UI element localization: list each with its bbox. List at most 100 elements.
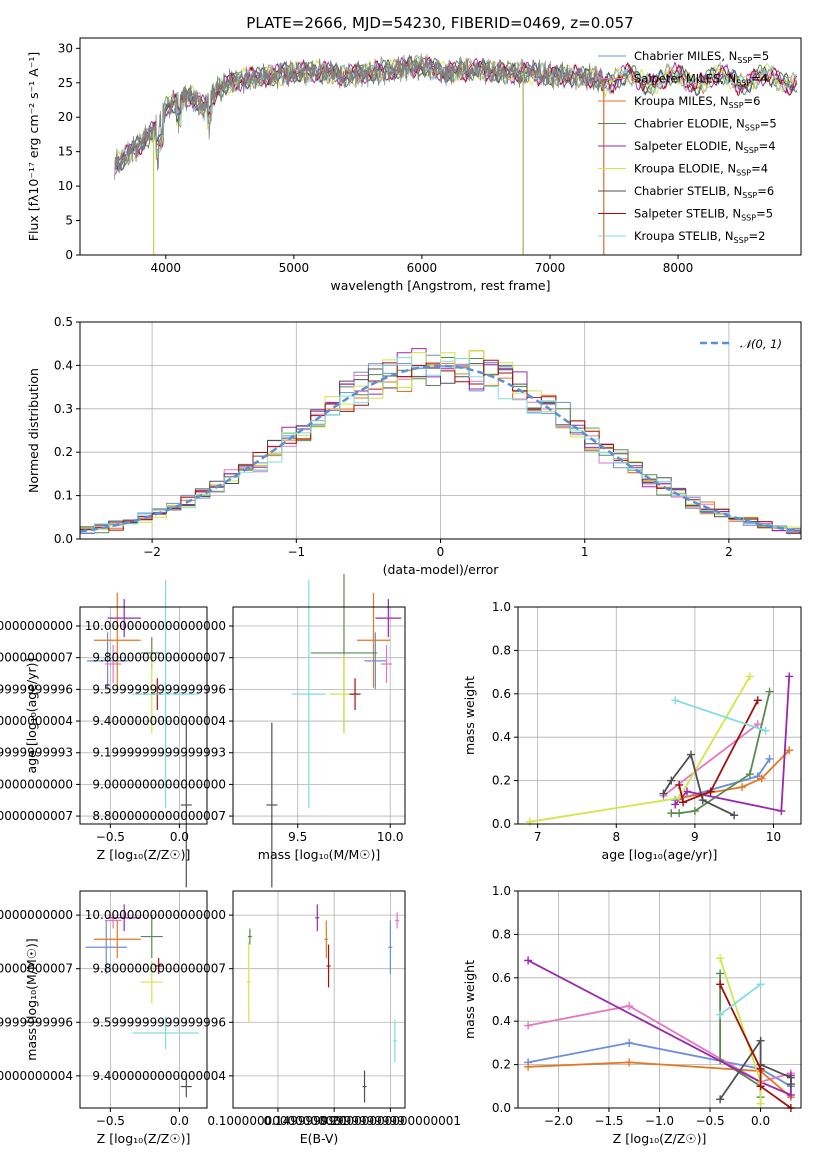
- panel-mass-vs-ebv: 0.100000000000000010.149999999999999990.…: [85, 890, 461, 1146]
- point-chabrier-elodie: [247, 928, 252, 945]
- y-tick-label: 9.4000000000000004: [0, 714, 73, 728]
- point-chabrier-stelib: [362, 1070, 367, 1103]
- y-tick-label: 9.8000000000000007: [0, 962, 73, 976]
- axes-frame: [79, 37, 802, 256]
- y-tick-label: 5: [65, 214, 73, 228]
- y-tick-label: 9.5999999999999996: [92, 682, 226, 696]
- y-tick-label: 9.4000000000000004: [92, 1069, 226, 1083]
- axes-frame: [232, 890, 406, 1109]
- point-kroupa-stelib: [292, 580, 326, 809]
- x-tick-label: 7000: [535, 261, 566, 275]
- axes-frame: [232, 606, 406, 825]
- y-tick-label: 9.4000000000000004: [0, 1069, 73, 1083]
- plot-area: [85, 904, 199, 1098]
- legend-label-gaussian: 𝒩(0, 1): [740, 337, 782, 351]
- y-tick-label: 10.0000000000000000: [85, 619, 226, 633]
- y-axis-label: mass [log₁₀(M/M☉)]: [24, 938, 39, 1060]
- y-axis-label: mass weight: [462, 676, 477, 755]
- point-chabrier-stelib: [266, 722, 278, 888]
- panel-age-vs-mass: 9.5 10.0 8.8000000000000007 9.0000000000000…: [85, 573, 406, 888]
- point-kroupa-stelib: [132, 1016, 199, 1050]
- point-kroupa-miles: [93, 920, 141, 958]
- axes-frame: [517, 890, 802, 1109]
- y-tick-label: 1.0: [492, 600, 511, 614]
- y-tick-label: 9.0000000000000000: [92, 777, 226, 791]
- x-tick-label: 0.0: [170, 830, 189, 844]
- x-tick-label: −1: [287, 545, 305, 559]
- plot-area: [246, 904, 400, 1103]
- series-kroupa-elodie: [525, 672, 754, 826]
- x-tick-label: −2: [143, 545, 161, 559]
- panel-weight-vs-age: 7 8 9 10 0.0 0.2 0.4 0.6 0.8 1.0 age [log₁₀(age/yr…: [462, 600, 802, 862]
- series-kroupa-stelib: [716, 980, 765, 1019]
- point-salpeter-miles: [395, 912, 400, 929]
- y-tick-label: 30: [58, 41, 73, 55]
- y-tick-label: 0.5: [54, 315, 73, 329]
- y-tick-label: 0.2: [492, 1058, 511, 1072]
- point-salpeter-miles: [380, 645, 393, 684]
- axes-frame: [517, 606, 802, 825]
- x-axis-label: wavelength [Angstrom, rest frame]: [330, 278, 550, 293]
- y-tick-label: 9.8000000000000007: [92, 962, 226, 976]
- x-tick-label: 0.20000000000000001: [320, 1114, 461, 1128]
- y-tick-label: 8.8000000000000007: [0, 809, 73, 823]
- x-tick-label: 0: [437, 545, 445, 559]
- x-tick-label: 9: [691, 830, 699, 844]
- y-tick-label: 9.5999999999999996: [92, 1015, 226, 1029]
- legend-label-salpeter-elodie: Salpeter ELODIE, NSSP=4: [634, 139, 776, 155]
- point-salpeter-miles: [104, 912, 122, 929]
- series-chabrier-stelib: [716, 1036, 795, 1104]
- point-kroupa-miles: [324, 920, 329, 958]
- panel-age-vs-Z: −0.5 0.0 8.8000000000000007 9.0000000000000…: [0, 580, 208, 888]
- x-tick-label: 6000: [407, 261, 438, 275]
- x-tick-label: −0.5: [96, 1114, 125, 1128]
- x-tick-label: −1.5: [594, 1114, 623, 1128]
- x-tick-label: 8: [612, 830, 620, 844]
- point-kroupa-elodie: [246, 941, 251, 1023]
- x-tick-label: 4000: [151, 261, 182, 275]
- panel-weight-vs-Z: −2.0 −1.5 −1.0 −0.5 0.0 0.0 0.2 0.4 0.6 0.8 1.0 Z […: [462, 884, 802, 1146]
- y-tick-label: 10: [58, 179, 73, 193]
- panel-residuals: −2 −1 0 1 2 0.0 0.1 0.2 0.3 0.4 0.5 (data-model)/er…: [26, 315, 802, 577]
- point-chabrier-miles: [86, 632, 129, 690]
- y-tick-label: 0.8: [492, 927, 511, 941]
- point-chabrier-miles: [364, 632, 387, 690]
- plot-area: [525, 672, 794, 826]
- y-tick-label: 9.1999999999999993: [92, 746, 226, 760]
- point-salpeter-elodie: [107, 904, 141, 932]
- panel-spectrum: 4000 5000 6000 7000 8000 0 5 10 15 20 25 30 waveleng…: [26, 37, 802, 293]
- point-kroupa-elodie: [140, 960, 163, 1004]
- y-axis-label: mass weight: [462, 960, 477, 1039]
- y-tick-label: 0.6: [492, 687, 511, 701]
- spectrum-legend: Chabrier MILES, NSSP=5 Salpeter MILES, NS…: [598, 49, 777, 245]
- point-salpeter-stelib: [349, 678, 361, 710]
- plot-area: [114, 53, 798, 255]
- y-axis-label: age [log₁₀(age/yr)]: [24, 658, 39, 774]
- model-line-kroupa-stelib: [114, 54, 798, 165]
- x-tick-label: 9.5: [288, 830, 307, 844]
- y-tick-label: 9.8000000000000007: [92, 651, 226, 665]
- plot-area: [524, 954, 795, 1112]
- legend-label-kroupa-elodie: Kroupa ELODIE, NSSP=4: [634, 162, 768, 178]
- point-chabrier-miles: [85, 920, 127, 975]
- plot-area: [266, 573, 402, 888]
- point-salpeter-elodie: [315, 904, 320, 932]
- x-axis-label: mass [log₁₀(M/M☉)]: [258, 847, 380, 862]
- y-tick-label: 20: [58, 110, 73, 124]
- point-kroupa-miles: [93, 592, 141, 688]
- y-tick-label: 0.0: [54, 532, 73, 546]
- axes-frame: [79, 321, 802, 540]
- point-chabrier-stelib: [180, 1075, 192, 1098]
- observed-spectrum-line: [114, 53, 605, 180]
- axes-frame: [79, 890, 208, 1109]
- y-tick-label: 0.4: [492, 730, 511, 744]
- x-tick-label: 0.0: [170, 1114, 189, 1128]
- y-tick-label: 10.0000000000000000: [0, 619, 73, 633]
- legend-label-chabrier-miles: Chabrier MILES, NSSP=5: [634, 49, 769, 65]
- x-tick-label: 0.14999999999999999: [264, 1114, 405, 1128]
- legend-label-salpeter-miles: Salpeter MILES, NSSP=4: [634, 72, 768, 88]
- series-chabrier-miles: [671, 754, 774, 805]
- point-salpeter-stelib: [154, 957, 163, 975]
- point-kroupa-miles: [356, 592, 391, 688]
- x-tick-label: −1.0: [645, 1114, 674, 1128]
